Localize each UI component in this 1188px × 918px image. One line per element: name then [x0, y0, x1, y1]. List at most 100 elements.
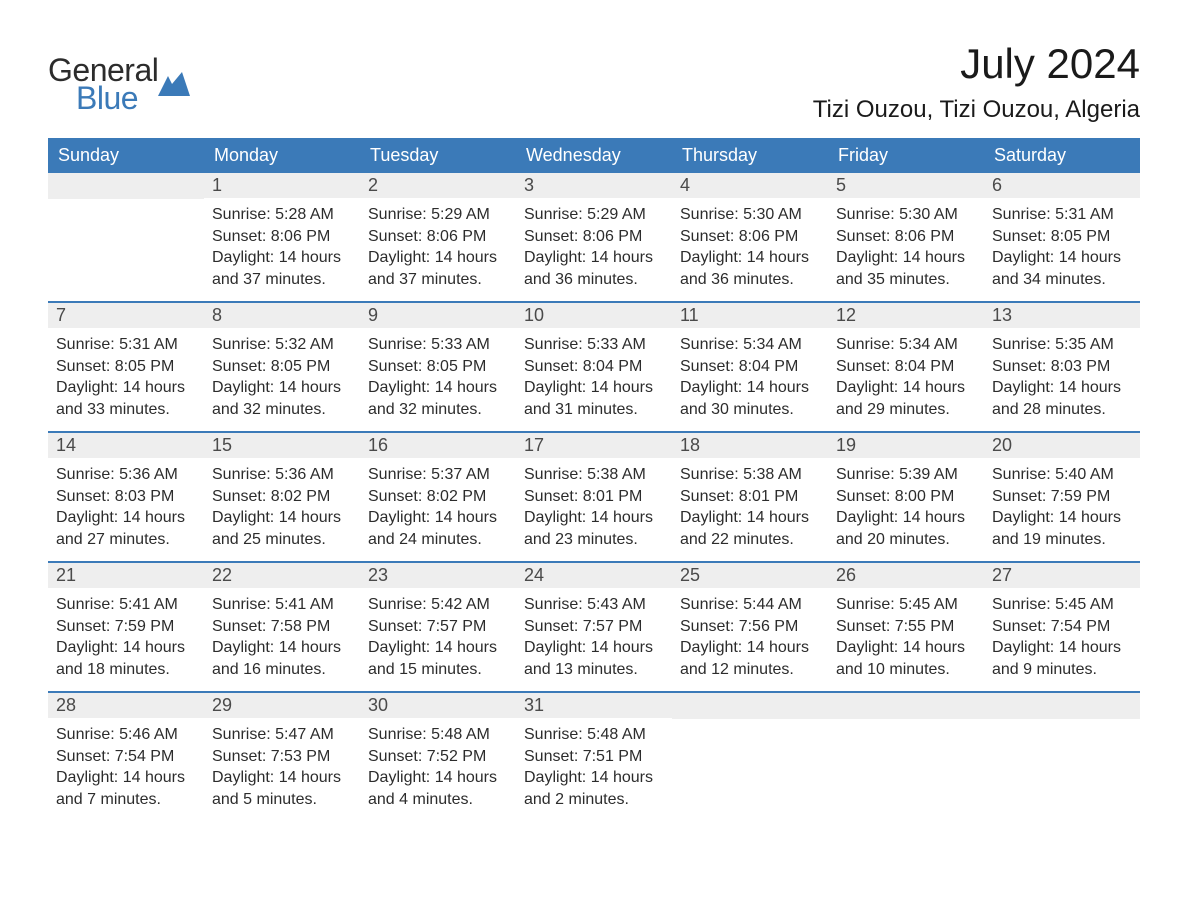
daylight-text: Daylight: 14 hours and 30 minutes. [680, 377, 820, 420]
day-number: 28 [48, 693, 204, 718]
day-details: Sunrise: 5:35 AMSunset: 8:03 PMDaylight:… [984, 328, 1140, 420]
day-number: 29 [204, 693, 360, 718]
day-details: Sunrise: 5:37 AMSunset: 8:02 PMDaylight:… [360, 458, 516, 550]
day-cell: 17Sunrise: 5:38 AMSunset: 8:01 PMDayligh… [516, 433, 672, 561]
sunrise-text: Sunrise: 5:48 AM [368, 724, 508, 746]
day-details: Sunrise: 5:46 AMSunset: 7:54 PMDaylight:… [48, 718, 204, 810]
daylight-text: Daylight: 14 hours and 27 minutes. [56, 507, 196, 550]
day-details: Sunrise: 5:44 AMSunset: 7:56 PMDaylight:… [672, 588, 828, 680]
day-details: Sunrise: 5:31 AMSunset: 8:05 PMDaylight:… [48, 328, 204, 420]
sunrise-text: Sunrise: 5:40 AM [992, 464, 1132, 486]
daylight-text: Daylight: 14 hours and 28 minutes. [992, 377, 1132, 420]
day-cell: 19Sunrise: 5:39 AMSunset: 8:00 PMDayligh… [828, 433, 984, 561]
daylight-text: Daylight: 14 hours and 2 minutes. [524, 767, 664, 810]
sunset-text: Sunset: 8:05 PM [992, 226, 1132, 248]
sunrise-text: Sunrise: 5:35 AM [992, 334, 1132, 356]
day-cell: 24Sunrise: 5:43 AMSunset: 7:57 PMDayligh… [516, 563, 672, 691]
day-cell: 1Sunrise: 5:28 AMSunset: 8:06 PMDaylight… [204, 173, 360, 301]
sunset-text: Sunset: 7:56 PM [680, 616, 820, 638]
sunrise-text: Sunrise: 5:46 AM [56, 724, 196, 746]
day-details: Sunrise: 5:47 AMSunset: 7:53 PMDaylight:… [204, 718, 360, 810]
day-header: Monday [204, 138, 360, 173]
sunset-text: Sunset: 7:51 PM [524, 746, 664, 768]
sunset-text: Sunset: 8:05 PM [212, 356, 352, 378]
sunset-text: Sunset: 8:02 PM [368, 486, 508, 508]
day-cell: 30Sunrise: 5:48 AMSunset: 7:52 PMDayligh… [360, 693, 516, 821]
week-row: 14Sunrise: 5:36 AMSunset: 8:03 PMDayligh… [48, 431, 1140, 561]
sunrise-text: Sunrise: 5:28 AM [212, 204, 352, 226]
sunset-text: Sunset: 8:03 PM [56, 486, 196, 508]
day-number: 27 [984, 563, 1140, 588]
day-cell: 11Sunrise: 5:34 AMSunset: 8:04 PMDayligh… [672, 303, 828, 431]
day-number: 4 [672, 173, 828, 198]
day-number [672, 693, 828, 719]
daylight-text: Daylight: 14 hours and 13 minutes. [524, 637, 664, 680]
sunset-text: Sunset: 8:06 PM [368, 226, 508, 248]
day-cell: 12Sunrise: 5:34 AMSunset: 8:04 PMDayligh… [828, 303, 984, 431]
day-cell: 8Sunrise: 5:32 AMSunset: 8:05 PMDaylight… [204, 303, 360, 431]
daylight-text: Daylight: 14 hours and 15 minutes. [368, 637, 508, 680]
sunset-text: Sunset: 8:06 PM [680, 226, 820, 248]
day-details: Sunrise: 5:30 AMSunset: 8:06 PMDaylight:… [828, 198, 984, 290]
day-number: 18 [672, 433, 828, 458]
sunset-text: Sunset: 8:06 PM [836, 226, 976, 248]
day-details: Sunrise: 5:33 AMSunset: 8:04 PMDaylight:… [516, 328, 672, 420]
day-details: Sunrise: 5:34 AMSunset: 8:04 PMDaylight:… [672, 328, 828, 420]
day-cell: 21Sunrise: 5:41 AMSunset: 7:59 PMDayligh… [48, 563, 204, 691]
sunrise-text: Sunrise: 5:48 AM [524, 724, 664, 746]
day-cell: 9Sunrise: 5:33 AMSunset: 8:05 PMDaylight… [360, 303, 516, 431]
day-details: Sunrise: 5:48 AMSunset: 7:51 PMDaylight:… [516, 718, 672, 810]
daylight-text: Daylight: 14 hours and 33 minutes. [56, 377, 196, 420]
day-cell: 29Sunrise: 5:47 AMSunset: 7:53 PMDayligh… [204, 693, 360, 821]
day-number: 31 [516, 693, 672, 718]
day-number: 12 [828, 303, 984, 328]
day-number: 25 [672, 563, 828, 588]
sunset-text: Sunset: 7:55 PM [836, 616, 976, 638]
day-cell: 2Sunrise: 5:29 AMSunset: 8:06 PMDaylight… [360, 173, 516, 301]
day-header: Saturday [984, 138, 1140, 173]
sunrise-text: Sunrise: 5:29 AM [524, 204, 664, 226]
logo-flag-icon [158, 72, 192, 103]
day-details: Sunrise: 5:30 AMSunset: 8:06 PMDaylight:… [672, 198, 828, 290]
day-number: 21 [48, 563, 204, 588]
sunset-text: Sunset: 7:59 PM [56, 616, 196, 638]
day-number: 20 [984, 433, 1140, 458]
day-number [984, 693, 1140, 719]
day-cell: 31Sunrise: 5:48 AMSunset: 7:51 PMDayligh… [516, 693, 672, 821]
sunset-text: Sunset: 7:57 PM [524, 616, 664, 638]
day-cell: 5Sunrise: 5:30 AMSunset: 8:06 PMDaylight… [828, 173, 984, 301]
day-number: 16 [360, 433, 516, 458]
day-cell: 4Sunrise: 5:30 AMSunset: 8:06 PMDaylight… [672, 173, 828, 301]
day-details: Sunrise: 5:41 AMSunset: 7:59 PMDaylight:… [48, 588, 204, 680]
day-cell: 23Sunrise: 5:42 AMSunset: 7:57 PMDayligh… [360, 563, 516, 691]
daylight-text: Daylight: 14 hours and 37 minutes. [212, 247, 352, 290]
daylight-text: Daylight: 14 hours and 37 minutes. [368, 247, 508, 290]
sunset-text: Sunset: 8:01 PM [524, 486, 664, 508]
sunrise-text: Sunrise: 5:29 AM [368, 204, 508, 226]
day-cell: 27Sunrise: 5:45 AMSunset: 7:54 PMDayligh… [984, 563, 1140, 691]
sunset-text: Sunset: 7:54 PM [56, 746, 196, 768]
sunset-text: Sunset: 8:04 PM [680, 356, 820, 378]
day-header: Wednesday [516, 138, 672, 173]
daylight-text: Daylight: 14 hours and 12 minutes. [680, 637, 820, 680]
daylight-text: Daylight: 14 hours and 36 minutes. [680, 247, 820, 290]
header: General Blue July 2024 Tizi Ouzou, Tizi … [48, 40, 1140, 124]
day-details: Sunrise: 5:43 AMSunset: 7:57 PMDaylight:… [516, 588, 672, 680]
daylight-text: Daylight: 14 hours and 4 minutes. [368, 767, 508, 810]
day-details: Sunrise: 5:39 AMSunset: 8:00 PMDaylight:… [828, 458, 984, 550]
day-header: Friday [828, 138, 984, 173]
day-cell: 18Sunrise: 5:38 AMSunset: 8:01 PMDayligh… [672, 433, 828, 561]
day-number: 22 [204, 563, 360, 588]
sunset-text: Sunset: 7:57 PM [368, 616, 508, 638]
sunrise-text: Sunrise: 5:30 AM [680, 204, 820, 226]
sunrise-text: Sunrise: 5:33 AM [524, 334, 664, 356]
day-number: 30 [360, 693, 516, 718]
sunset-text: Sunset: 7:58 PM [212, 616, 352, 638]
week-row: 1Sunrise: 5:28 AMSunset: 8:06 PMDaylight… [48, 173, 1140, 301]
day-cell: 3Sunrise: 5:29 AMSunset: 8:06 PMDaylight… [516, 173, 672, 301]
sunrise-text: Sunrise: 5:34 AM [680, 334, 820, 356]
sunrise-text: Sunrise: 5:34 AM [836, 334, 976, 356]
day-cell: 22Sunrise: 5:41 AMSunset: 7:58 PMDayligh… [204, 563, 360, 691]
sunrise-text: Sunrise: 5:36 AM [212, 464, 352, 486]
day-number: 10 [516, 303, 672, 328]
